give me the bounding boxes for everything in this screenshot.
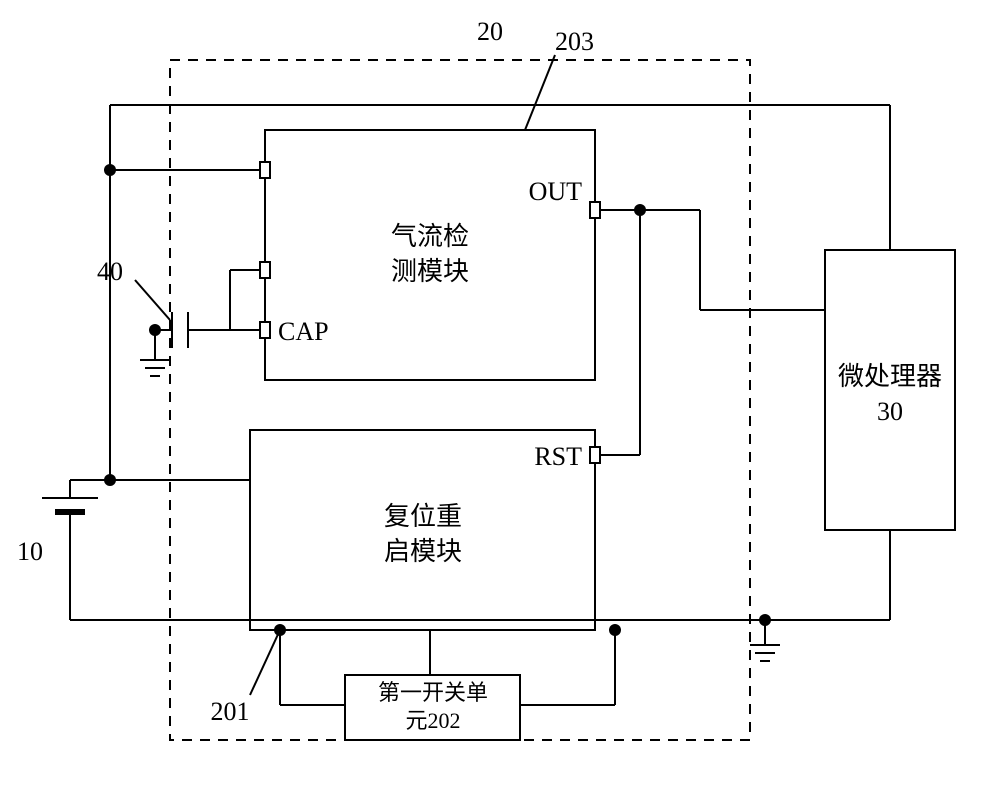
block-diagram: 20 203 气流检 测模块 OUT CAP 复位重 启模块 RST 201 第… (0, 0, 1000, 803)
out-pin (590, 202, 600, 218)
airflow-label-1: 气流检 (391, 222, 469, 251)
airflow-pin-1 (260, 162, 270, 178)
node (609, 624, 621, 636)
node (104, 474, 116, 486)
ref-leader-203 (525, 55, 555, 130)
rst-label: RST (534, 442, 582, 471)
mcu-label-2: 30 (877, 397, 903, 426)
switch-label-2: 元202 (405, 708, 460, 733)
node (274, 624, 286, 636)
wire-out (600, 210, 825, 455)
rst-pin (590, 447, 600, 463)
node (149, 324, 161, 336)
ref-leader-201 (250, 630, 280, 695)
ref-201: 201 (211, 697, 250, 726)
ground-mcu (750, 620, 780, 661)
battery-label: 10 (17, 537, 43, 566)
cap-pin (260, 322, 270, 338)
node (759, 614, 771, 626)
airflow-label-2: 测模块 (391, 257, 469, 286)
switch-label-1: 第一开关单 (378, 680, 488, 705)
ref-leader-40 (135, 280, 170, 320)
cap-label: CAP (278, 317, 329, 346)
reset-label-1: 复位重 (384, 502, 462, 531)
node (104, 164, 116, 176)
airflow-pin-2 (260, 262, 270, 278)
mcu-label-1: 微处理器 (838, 362, 942, 391)
node (634, 204, 646, 216)
ground-cap (140, 330, 170, 376)
battery-symbol (42, 480, 98, 620)
ref-203: 203 (555, 27, 594, 56)
enclosure-label: 20 (477, 17, 503, 46)
out-label: OUT (529, 177, 583, 206)
reset-label-2: 启模块 (384, 537, 462, 566)
